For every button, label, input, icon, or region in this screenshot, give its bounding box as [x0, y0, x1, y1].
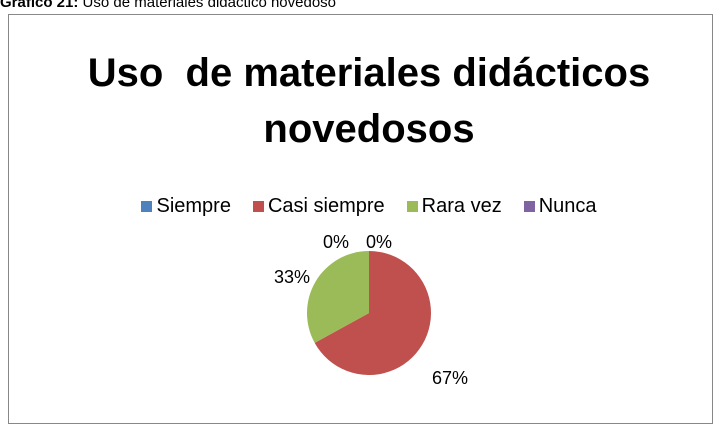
legend-label: Casi siempre [267, 195, 385, 217]
legend-swatch [141, 201, 153, 212]
caption-text: Uso de materiales didáctico novedoso [82, 0, 337, 11]
legend-swatch [523, 201, 535, 212]
legend-label: Rara vez [421, 195, 502, 217]
chart-title: Uso de materiales didácticos novedosos [87, 51, 662, 151]
legend-item: Nunca [523, 195, 597, 218]
pie-area: 0% 67% 33% 0% [274, 232, 468, 388]
data-label: 67% [432, 368, 468, 388]
data-label: 0% [323, 232, 349, 252]
chart-frame: Uso de materiales didácticos novedosos S… [8, 14, 713, 424]
data-label: 0% [366, 232, 392, 252]
legend-swatch [252, 201, 264, 212]
legend-label: Nunca [538, 195, 597, 217]
pie-slice [307, 250, 369, 343]
legend-item: Casi siempre [252, 195, 385, 218]
caption: Gráfico 21: Uso de materiales didáctico … [0, 0, 336, 11]
legend-item: Rara vez [406, 195, 502, 218]
pie-slice [314, 251, 432, 375]
data-label: 33% [274, 267, 310, 287]
legend-label: Siempre [156, 195, 231, 217]
legend: Siempre Casi siempre Rara vez Nunca [9, 195, 714, 218]
caption-label: Gráfico 21: [0, 0, 79, 11]
legend-swatch [406, 201, 418, 212]
legend-item: Siempre [141, 195, 231, 218]
